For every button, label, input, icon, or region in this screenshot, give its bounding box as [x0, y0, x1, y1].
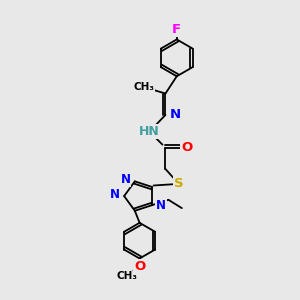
Text: F: F	[172, 23, 181, 36]
Text: O: O	[181, 141, 193, 154]
Text: N: N	[170, 108, 181, 122]
Text: N: N	[121, 173, 131, 186]
Text: S: S	[174, 177, 184, 190]
Text: O: O	[134, 260, 145, 273]
Text: CH₃: CH₃	[134, 82, 154, 92]
Text: N: N	[110, 188, 120, 201]
Text: HN: HN	[139, 125, 160, 138]
Text: CH₃: CH₃	[117, 271, 138, 281]
Text: N: N	[156, 199, 166, 212]
